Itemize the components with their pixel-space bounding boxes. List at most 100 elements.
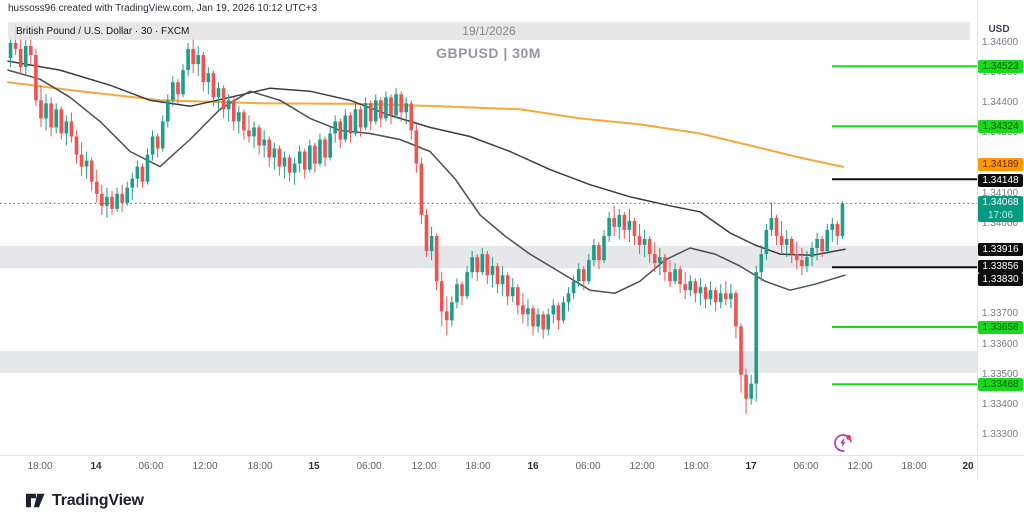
candlestick-plot[interactable] <box>0 0 977 455</box>
level-price-label: 1.33468 <box>978 377 1023 391</box>
candle-body <box>795 254 799 261</box>
candle-body <box>328 133 332 158</box>
price-tick: 1.34100 <box>981 187 1019 199</box>
candle-body <box>581 269 586 282</box>
candle-body <box>546 314 551 330</box>
credit-line: hussoss96 created with TradingView.com, … <box>8 3 318 14</box>
candle-body <box>683 284 688 291</box>
candle-body <box>495 266 500 285</box>
candle-body <box>358 109 363 128</box>
candle-body <box>587 260 591 282</box>
level-price-label: 1.33658 <box>978 320 1023 334</box>
time-tick: 18:00 <box>683 461 709 472</box>
ma-slow[interactable] <box>7 60 846 257</box>
candle-body <box>419 163 424 215</box>
candle-body <box>211 73 216 98</box>
candle-body <box>698 287 703 294</box>
candle-body <box>759 254 764 273</box>
candle-body <box>155 136 160 149</box>
supply-demand-zone[interactable] <box>0 351 977 373</box>
candle-body <box>658 257 662 264</box>
candle-body <box>404 103 409 113</box>
candle-body <box>434 236 439 282</box>
candle-body <box>576 269 581 282</box>
time-tick: 12:00 <box>192 461 218 472</box>
candle-body <box>505 275 510 297</box>
symbol-title[interactable]: British Pound / U.S. Dollar · 30 · FXCM <box>16 25 190 37</box>
events-icon[interactable] <box>831 431 855 455</box>
time-tick: 15 <box>308 461 320 472</box>
candle-body <box>206 73 211 83</box>
level-price-label: 1.33830 <box>978 272 1023 286</box>
ma-fast[interactable] <box>7 69 846 294</box>
candle-body <box>409 103 414 131</box>
candle-body <box>673 269 677 282</box>
candle-body <box>120 193 124 203</box>
price-tick: 1.33300 <box>981 428 1019 440</box>
time-tick: 06:00 <box>138 461 164 472</box>
candle-body <box>160 121 165 149</box>
candle-body <box>622 214 627 230</box>
price-tick: 1.34300 <box>981 127 1019 139</box>
candle-body <box>617 214 622 227</box>
ma-orange[interactable] <box>7 81 844 168</box>
time-tick: 14 <box>90 461 102 472</box>
tradingview-logo[interactable]: TradingView <box>26 491 144 510</box>
candle-body <box>678 269 682 285</box>
candle-body <box>140 166 145 182</box>
candle-body <box>825 229 830 251</box>
candle-body <box>145 154 150 182</box>
candle-body <box>292 163 297 173</box>
candle-body <box>105 196 109 206</box>
candle-body <box>94 181 99 194</box>
candle-body <box>784 239 789 245</box>
candle-body <box>744 374 748 399</box>
candle-body <box>810 248 814 257</box>
candle-body <box>394 94 398 116</box>
chart-date: 19/1/2026 <box>462 24 516 38</box>
price-tick: 1.33600 <box>981 338 1019 350</box>
candle-body <box>34 55 38 101</box>
candle-body <box>333 121 337 134</box>
candle-body <box>475 257 480 273</box>
candle-body <box>465 272 469 297</box>
candle-body <box>257 127 261 146</box>
candle-body <box>526 308 530 315</box>
candle-body <box>734 293 738 327</box>
time-axis-separator <box>0 455 1024 456</box>
candle-body <box>713 290 718 303</box>
candle-body <box>49 103 53 128</box>
price-scale[interactable]: USD 1.346001.345001.344001.343001.341001… <box>978 0 1024 480</box>
candle-body <box>414 130 419 164</box>
candle-body <box>221 88 226 110</box>
candle-body <box>470 257 474 273</box>
candle-body <box>176 82 180 95</box>
symbol-watermark: GBPUSD | 30M <box>436 45 541 61</box>
candle-body <box>242 112 246 131</box>
candle-body <box>252 127 256 137</box>
candle-body <box>165 100 170 122</box>
candle-body <box>44 103 48 119</box>
countdown-timer: 17:06 <box>987 210 1014 222</box>
candle-body <box>602 236 606 261</box>
candle-body <box>115 193 119 209</box>
candle-body <box>541 314 545 330</box>
candle-body <box>632 220 637 236</box>
candle-body <box>774 217 779 236</box>
candle-body <box>718 293 723 303</box>
candle-body <box>231 100 236 122</box>
candle-body <box>612 217 616 227</box>
candle-body <box>754 272 759 384</box>
candle-body <box>597 245 601 261</box>
tradingview-mark <box>26 493 45 508</box>
candle-body <box>18 49 23 68</box>
price-tick: 1.33700 <box>981 308 1019 320</box>
candle-body <box>531 308 535 327</box>
candle-body <box>135 166 140 179</box>
candle-body <box>779 236 784 245</box>
candle-body <box>521 305 525 315</box>
time-scale[interactable]: 18:00 14 06:00 12:00 18:00 15 06:00 12:00 18:00 1… <box>0 455 977 480</box>
time-tick: 16 <box>527 461 539 472</box>
price-tick: 1.33400 <box>981 398 1019 410</box>
candle-body <box>302 151 307 170</box>
